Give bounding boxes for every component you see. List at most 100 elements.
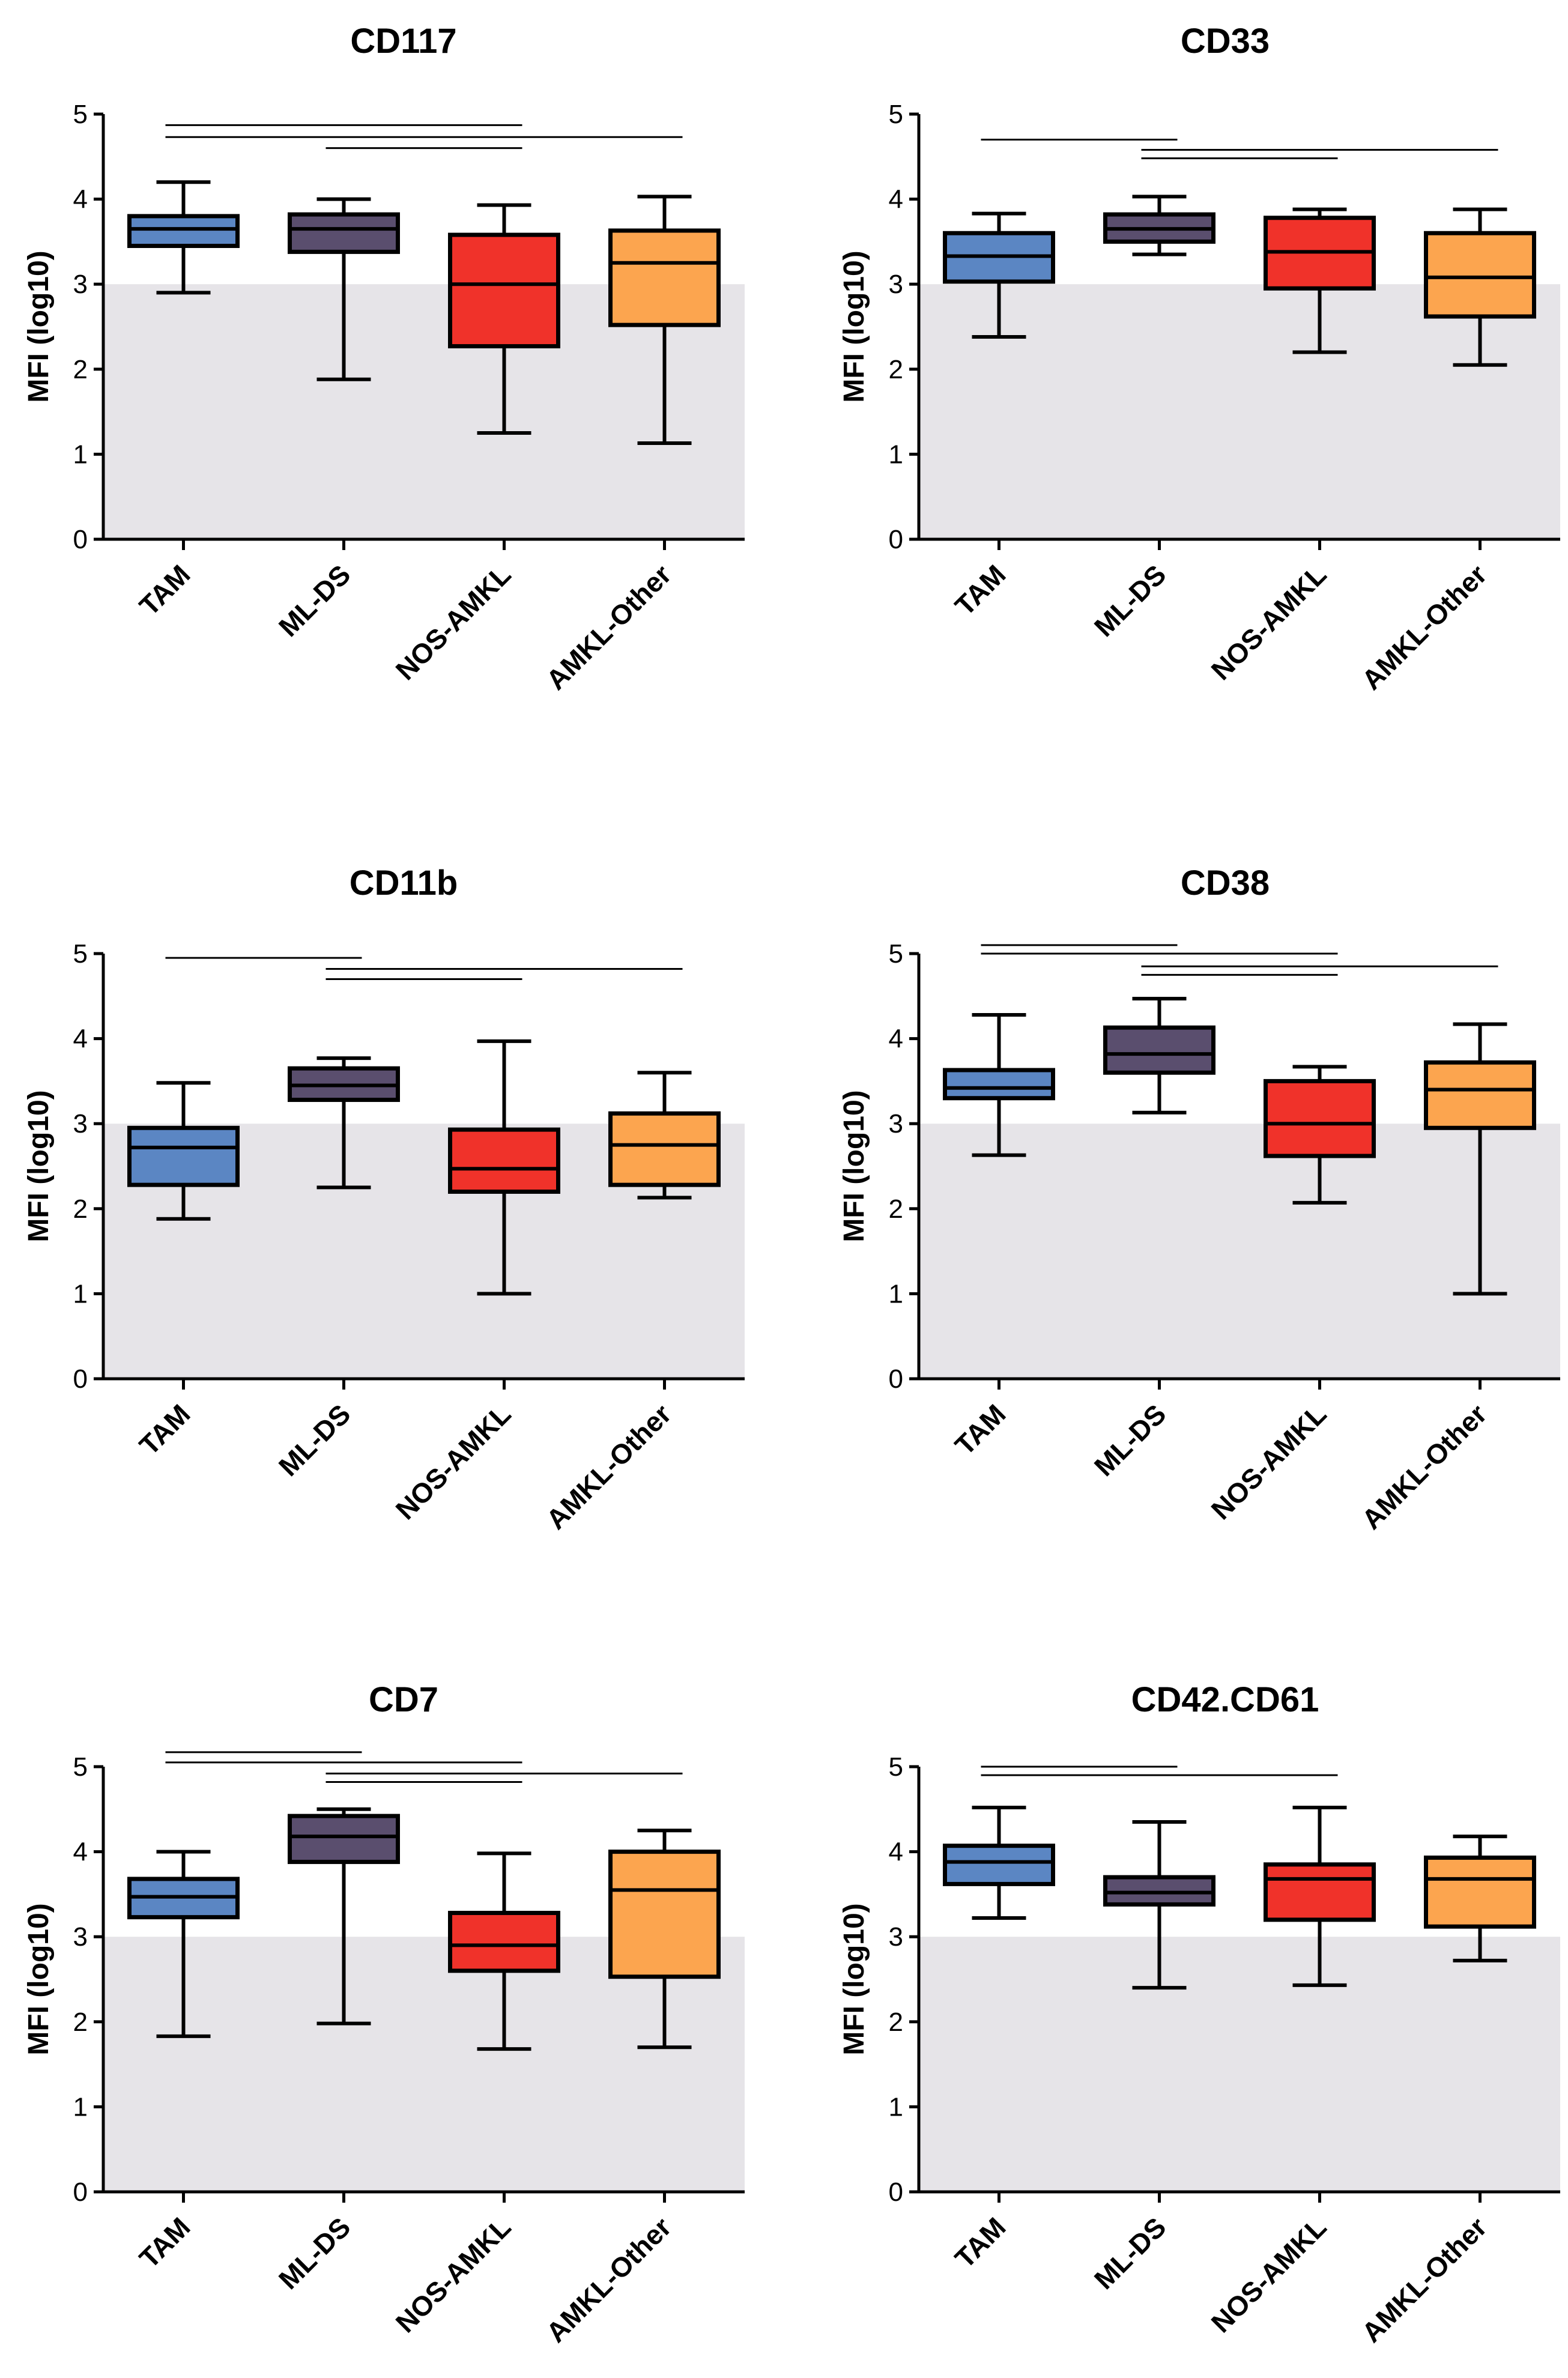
y-axis-label: MFI (log10) [838, 250, 870, 402]
y-tick-label: 4 [73, 1838, 88, 1867]
y-tick-label: 2 [889, 355, 903, 384]
chart-title: CD33 [1181, 22, 1270, 61]
x-tick-label-nos-amkl: NOS-AMKL [390, 1398, 517, 1525]
iqr-box [1424, 1856, 1536, 1929]
box-amkl-other [1424, 1835, 1536, 1962]
chart-title: CD38 [1181, 864, 1270, 903]
y-tick-label: 3 [73, 1109, 88, 1139]
x-tick-label-nos-amkl: NOS-AMKL [1205, 2211, 1333, 2338]
iqr-box [1264, 1862, 1376, 1922]
x-tick-label-tam: TAM [133, 558, 196, 622]
box-tam [943, 211, 1055, 339]
y-tick-label: 2 [73, 1194, 88, 1224]
box-nos-amkl [448, 1851, 560, 2051]
y-axis-label: MFI (log10) [838, 1903, 870, 2055]
panel-cd42-cd61: CD42.CD61 0 1 2 3 4 5 MFI (log10) TAM ML-DS NOS-AM… [838, 1680, 1560, 2349]
panel-cd117: CD117 0 1 2 3 4 5 MFI (log10) TAM ML-DS NOS-AMKL AM… [23, 22, 745, 696]
y-tick-label: 5 [73, 1752, 88, 1782]
x-tick-label-nos-amkl: NOS-AMKL [1205, 1398, 1333, 1525]
x-tick-label-nos-amkl: NOS-AMKL [1205, 558, 1333, 686]
y-tick-label: 4 [889, 185, 903, 214]
iqr-box [288, 212, 400, 254]
box-amkl-other [608, 1071, 721, 1200]
iqr-box [448, 1127, 560, 1194]
box-nos-amkl [1264, 1805, 1376, 1987]
iqr-box [943, 1844, 1055, 1886]
box-amkl-other [1424, 1022, 1536, 1296]
iqr-box [448, 1911, 560, 1973]
y-tick-label: 0 [73, 525, 88, 554]
x-tick-label-amkl-other: AMKL-Other [1355, 558, 1492, 695]
y-axis-label: MFI (log10) [23, 250, 55, 402]
y-tick-label: 1 [889, 440, 903, 469]
iqr-box [608, 228, 721, 327]
y-tick-label: 2 [73, 2007, 88, 2037]
box-ml-ds [1103, 997, 1215, 1115]
y-tick-label: 5 [73, 939, 88, 969]
y-tick-label: 3 [889, 270, 903, 299]
x-tick-label-amkl-other: AMKL-Other [1355, 2211, 1492, 2348]
y-tick-label: 1 [889, 2092, 903, 2122]
x-tick-label-amkl-other: AMKL-Other [540, 1398, 677, 1535]
y-tick-label: 4 [73, 1024, 88, 1054]
y-tick-label: 2 [889, 1194, 903, 1224]
box-tam [127, 1850, 240, 2038]
box-ml-ds [288, 197, 400, 381]
threshold-shade [103, 1937, 745, 2192]
chart-title: CD117 [350, 22, 456, 61]
threshold-shade [919, 1124, 1560, 1379]
y-tick-label: 5 [889, 1752, 903, 1782]
iqr-box [1264, 1079, 1376, 1158]
box-nos-amkl [1264, 1065, 1376, 1205]
y-tick-label: 3 [889, 1109, 903, 1139]
x-tick-label-tam: TAM [133, 1398, 196, 1461]
threshold-shade [919, 1937, 1560, 2192]
box-amkl-other [1424, 207, 1536, 367]
y-tick-label: 0 [73, 1364, 88, 1394]
box-tam [127, 1081, 240, 1221]
x-tick-label-amkl-other: AMKL-Other [540, 558, 677, 695]
box-ml-ds [1103, 1820, 1215, 1990]
x-tick-label-ml-ds: ML-DS [1088, 1398, 1172, 1482]
x-tick-label-tam: TAM [949, 558, 1012, 622]
iqr-box [288, 1814, 400, 1865]
iqr-box [448, 232, 560, 349]
box-tam [943, 1012, 1055, 1157]
y-tick-label: 0 [889, 1364, 903, 1394]
x-tick-label-tam: TAM [133, 2211, 196, 2274]
box-ml-ds [288, 1807, 400, 2026]
y-tick-label: 2 [889, 2007, 903, 2037]
box-tam [943, 1805, 1055, 1920]
iqr-box [943, 1068, 1055, 1101]
x-tick-label-tam: TAM [949, 2211, 1012, 2274]
y-tick-label: 1 [73, 2092, 88, 2122]
y-tick-label: 5 [73, 100, 88, 129]
y-axis-label: MFI (log10) [23, 1090, 55, 1242]
x-tick-label-amkl-other: AMKL-Other [1355, 1398, 1492, 1535]
y-tick-label: 4 [889, 1024, 903, 1054]
x-tick-label-nos-amkl: NOS-AMKL [390, 558, 517, 686]
y-tick-label: 1 [889, 1279, 903, 1309]
y-axis-label: MFI (log10) [838, 1090, 870, 1242]
x-tick-label-amkl-other: AMKL-Other [540, 2211, 677, 2348]
chart-title: CD42.CD61 [1131, 1680, 1319, 1719]
chart-title: CD11b [350, 864, 458, 903]
y-tick-label: 1 [73, 1279, 88, 1309]
x-tick-label-ml-ds: ML-DS [273, 1398, 357, 1482]
panel-cd38: CD38 0 1 2 3 4 5 MFI (log10) TAM ML-DS NOS-AMKL AMK… [838, 864, 1560, 1535]
y-tick-label: 2 [73, 355, 88, 384]
y-tick-label: 4 [73, 185, 88, 214]
y-tick-label: 1 [73, 440, 88, 469]
y-tick-label: 0 [889, 525, 903, 554]
x-tick-label-tam: TAM [949, 1398, 1012, 1461]
panel-cd11b: CD11b 0 1 2 3 4 5 MFI (log10) TAM ML-DS NOS-AMKL AM… [23, 864, 745, 1535]
box-amkl-other [608, 1829, 721, 2050]
iqr-box [1424, 231, 1536, 319]
y-tick-label: 0 [889, 2177, 903, 2207]
y-tick-label: 5 [889, 100, 903, 129]
y-tick-label: 4 [889, 1838, 903, 1867]
box-ml-ds [1103, 195, 1215, 256]
panel-cd33: CD33 0 1 2 3 4 5 MFI (log10) TAM ML-DS NOS-AMKL AMK… [838, 22, 1560, 696]
panel-cd7: CD7 0 1 2 3 4 5 MFI (log10) TAM ML-DS NOS-AMKL AMKL… [23, 1680, 745, 2349]
